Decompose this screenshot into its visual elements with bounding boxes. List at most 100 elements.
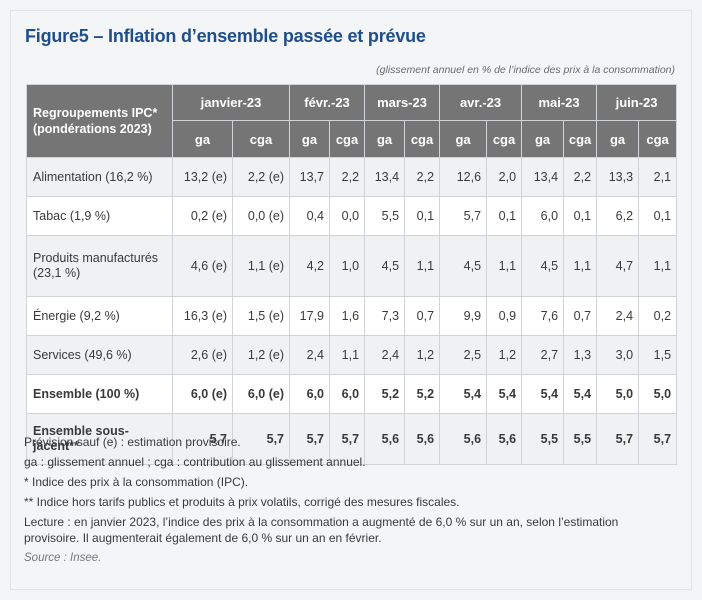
- table-body: Alimentation (16,2 %) 13,2 (e) 2,2 (e) 13,7…: [26, 157, 678, 465]
- table-cell: 1,0: [329, 235, 366, 297]
- table-cell: 5,0: [596, 374, 640, 414]
- table-cell: 13,4: [521, 157, 565, 197]
- table-cell: 0,2: [638, 296, 678, 336]
- sub-header: ga: [364, 120, 406, 158]
- table-cell: 2,2: [329, 157, 366, 197]
- table-cell: 1,1: [563, 235, 598, 297]
- sub-header: ga: [172, 120, 233, 158]
- table-cell: 5,4: [486, 374, 523, 414]
- table-cell: 3,0: [596, 335, 640, 375]
- month-header: mai-23: [521, 84, 598, 121]
- table-cell: 0,0: [329, 196, 366, 236]
- table-cell: 7,3: [364, 296, 406, 336]
- row-label: Ensemble sous-jacent**: [26, 413, 173, 465]
- table-cell: 6,2: [596, 196, 640, 236]
- table-row: Énergie (9,2 %) 16,3 (e) 1,5 (e) 17,9 1,6 7,3…: [26, 296, 678, 336]
- row-label: Tabac (1,9 %): [26, 196, 173, 236]
- sub-header: ga: [521, 120, 565, 158]
- table-cell: 0,1: [563, 196, 598, 236]
- month-header: mars-23: [364, 84, 441, 121]
- table-row: Services (49,6 %) 2,6 (e) 1,2 (e) 2,4 1,1 2,4…: [26, 335, 678, 375]
- note: * Indice des prix à la consommation (IPC…: [24, 475, 249, 489]
- table-cell: 2,6 (e): [172, 335, 233, 375]
- table-cell: 5,7: [231, 413, 291, 465]
- table-cell: 2,4: [289, 335, 331, 375]
- table-cell: 0,4: [289, 196, 331, 236]
- table-cell: 5,5: [521, 413, 565, 465]
- table-cell: 0,1: [486, 196, 523, 236]
- table-cell: 2,1: [638, 157, 678, 197]
- group-header: Regroupements IPC* (pondérations 2023): [26, 84, 173, 158]
- table-cell: 2,7: [521, 335, 565, 375]
- sub-header: ga: [289, 120, 331, 158]
- table-cell: 2,4: [364, 335, 406, 375]
- figure-title: Figure5 – Inflation d’ensemble passée et…: [25, 26, 426, 46]
- table-cell: 13,7: [289, 157, 331, 197]
- table-row: Ensemble sous-jacent** 5,7 5,7 5,7 5,7 5,6 5,6…: [26, 413, 678, 465]
- table-cell: 0,7: [563, 296, 598, 336]
- month-header: janvier-23: [171, 84, 291, 121]
- table-cell: 2,5: [439, 335, 488, 375]
- table-cell: 7,6: [521, 296, 565, 336]
- table-cell: 1,5: [638, 335, 678, 375]
- table-cell: 5,6: [439, 413, 488, 465]
- table-cell: 5,4: [439, 374, 488, 414]
- table-cell: 1,5 (e): [231, 296, 291, 336]
- sub-header: cga: [486, 120, 523, 158]
- table-cell: 5,7: [596, 413, 640, 465]
- table-row: Tabac (1,9 %) 0,2 (e) 0,0 (e) 0,4 0,0 5,5 0,1 5…: [26, 196, 678, 236]
- table-cell: 1,1 (e): [231, 235, 291, 297]
- notes: Prévision sauf (e) : estimation provisoi…: [24, 434, 674, 570]
- table-cell: 6,0 (e): [231, 374, 291, 414]
- table-cell: 16,3 (e): [172, 296, 233, 336]
- table-cell: 5,6: [486, 413, 523, 465]
- table-cell: 5,6: [364, 413, 406, 465]
- table-cell: 5,4: [521, 374, 565, 414]
- row-label: Ensemble (100 %): [26, 374, 173, 414]
- table-cell: 0,9: [486, 296, 523, 336]
- note: Lecture : en janvier 2023, l’indice des …: [24, 515, 619, 545]
- table-cell: 2,0: [486, 157, 523, 197]
- table-cell: 1,2 (e): [231, 335, 291, 375]
- table-cell: 5,0: [638, 374, 678, 414]
- table-cell: 4,7: [596, 235, 640, 297]
- table-cell: 4,6 (e): [172, 235, 233, 297]
- row-label: Services (49,6 %): [26, 335, 173, 375]
- table-cell: 2,2: [563, 157, 598, 197]
- row-label: Produits manufacturés (23,1 %): [26, 235, 173, 297]
- table-cell: 5,2: [364, 374, 406, 414]
- table-cell: 1,1: [638, 235, 678, 297]
- sub-header: cga: [231, 120, 291, 158]
- table-cell: 0,2 (e): [172, 196, 233, 236]
- table-cell: 5,7: [289, 413, 331, 465]
- inflation-table: Regroupements IPC* (pondérations 2023) j…: [26, 84, 678, 465]
- table-header-row: Regroupements IPC* (pondérations 2023) j…: [26, 84, 678, 158]
- table-cell: 6,0: [521, 196, 565, 236]
- table-cell: 2,4: [596, 296, 640, 336]
- row-label: Énergie (9,2 %): [26, 296, 173, 336]
- month-header: juin-23: [596, 84, 678, 121]
- table-row: Ensemble (100 %) 6,0 (e) 6,0 (e) 6,0 6,0 5,2 5…: [26, 374, 678, 414]
- figure-subtitle: (glissement annuel en % de l’indice des …: [376, 64, 675, 76]
- table-cell: 5,5: [364, 196, 406, 236]
- table-cell: 5,7: [329, 413, 366, 465]
- table-cell: 0,1: [638, 196, 678, 236]
- row-label: Alimentation (16,2 %): [26, 157, 173, 197]
- table-cell: 9,9: [439, 296, 488, 336]
- table-cell: 17,9: [289, 296, 331, 336]
- table-row: Produits manufacturés (23,1 %) 4,6 (e) 1,1…: [26, 235, 678, 297]
- sub-header: ga: [439, 120, 488, 158]
- table-cell: 6,0 (e): [172, 374, 233, 414]
- note: Prévision sauf (e) : estimation provisoi…: [24, 435, 241, 449]
- sub-header: ga: [596, 120, 640, 158]
- table-cell: 5,7: [172, 413, 233, 465]
- month-header: avr.-23: [439, 84, 523, 121]
- table-cell: 13,2 (e): [172, 157, 233, 197]
- sub-header: cga: [329, 120, 366, 158]
- table-cell: 13,3: [596, 157, 640, 197]
- note: ** Indice hors tarifs publics et produit…: [24, 495, 460, 509]
- note: ga : glissement annuel ; cga : contribut…: [24, 455, 366, 469]
- table-cell: 13,4: [364, 157, 406, 197]
- sub-header: cga: [404, 120, 441, 158]
- sub-header: cga: [563, 120, 598, 158]
